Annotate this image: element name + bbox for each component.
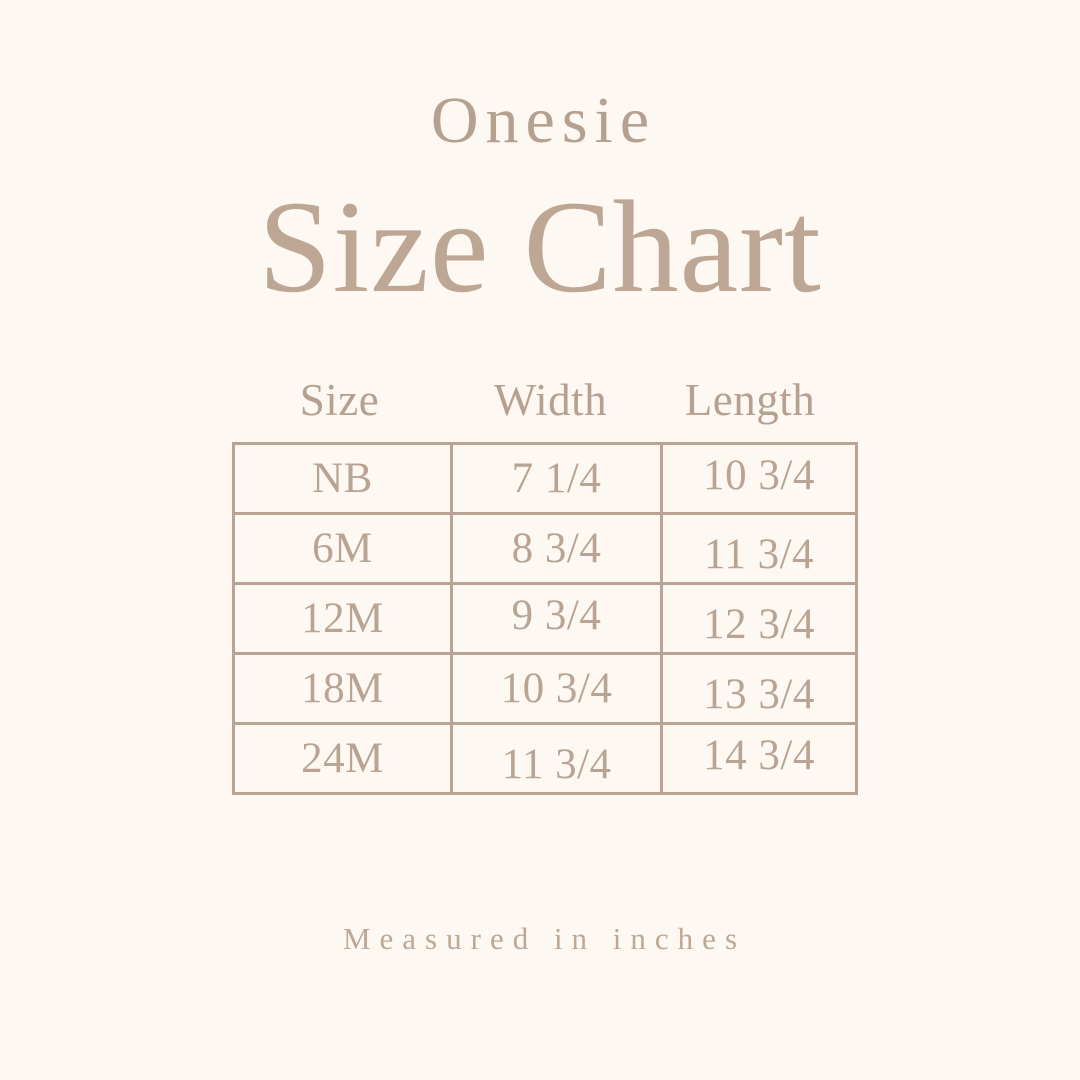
table-row: 6M 8 3/4 11 3/4 xyxy=(232,512,858,591)
cell-width: 8 3/4 xyxy=(450,512,663,585)
cell-size: 24M xyxy=(232,722,453,795)
cell-width: 7 1/4 xyxy=(450,442,663,515)
size-chart-table-wrapper: Size Width Length NB 7 1/4 10 3/4 6M 8 3… xyxy=(232,378,858,801)
size-chart-table: NB 7 1/4 10 3/4 6M 8 3/4 11 3/4 12M 9 3/… xyxy=(232,439,858,801)
measurement-note: Measured in inches xyxy=(342,921,747,956)
cell-size: 6M xyxy=(232,512,453,585)
table-row: 18M 10 3/4 13 3/4 xyxy=(232,652,858,731)
product-subtitle: Onesie xyxy=(430,84,657,157)
cell-size: 18M xyxy=(232,652,453,725)
cell-size: NB xyxy=(232,442,453,515)
cell-width: 9 3/4 xyxy=(450,579,663,652)
column-header-width: Width xyxy=(493,375,608,425)
cell-length: 12 3/4 xyxy=(660,588,858,661)
cell-width: 11 3/4 xyxy=(450,728,663,801)
cell-width: 10 3/4 xyxy=(450,652,663,725)
cell-length: 14 3/4 xyxy=(660,719,858,792)
cell-length: 13 3/4 xyxy=(660,658,858,731)
table-row: 24M 11 3/4 14 3/4 xyxy=(232,719,858,801)
cell-size: 12M xyxy=(232,582,453,655)
cell-length: 11 3/4 xyxy=(660,518,858,591)
title-block: Onesie Size Chart xyxy=(0,88,1080,315)
cell-length: 10 3/4 xyxy=(660,439,858,512)
table-row: NB 7 1/4 10 3/4 xyxy=(232,439,858,515)
page-title: Size Chart xyxy=(258,173,822,320)
column-header-size: Size xyxy=(299,375,380,425)
column-header-length: Length xyxy=(684,375,816,425)
table-header-row: Size Width Length xyxy=(232,378,846,442)
table-row: 12M 9 3/4 12 3/4 xyxy=(232,579,858,661)
